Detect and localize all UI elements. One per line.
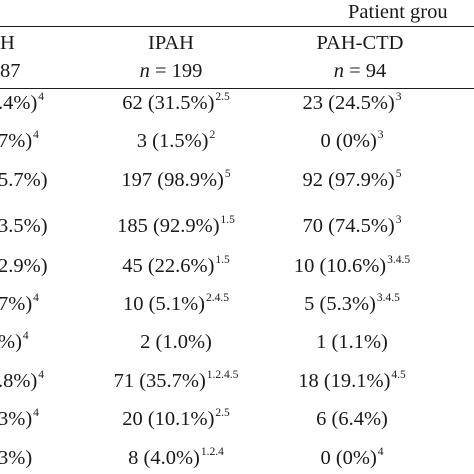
column-n-pah-ctd: n = 94: [333, 60, 387, 82]
significance-superscript: 4.5: [391, 369, 406, 381]
patient-group-header: Patient grou: [348, 1, 448, 23]
significance-superscript: 4: [33, 129, 39, 141]
table-cell: 62 (31.5%)2.5: [122, 91, 230, 114]
significance-superscript: 2.4.5: [205, 292, 229, 304]
significance-superscript: 4: [377, 446, 384, 458]
significance-superscript: 1.5: [220, 214, 235, 226]
significance-superscript: 2.5: [215, 407, 230, 419]
table-cell: 10 (5.1%)2.4.5: [123, 292, 229, 315]
table-cell: 3%)4: [0, 407, 39, 430]
table-cell: 6 (6.4%): [316, 408, 388, 430]
significance-superscript: 1.5: [215, 254, 230, 266]
table-cell: 92 (97.9%)5: [302, 168, 402, 191]
table-cell: 0 (0%)4: [320, 446, 384, 469]
header-bottom-rule: [0, 88, 474, 90]
table-cell: 3.5%): [0, 215, 48, 237]
table-cell: 3 (1.5%)2: [136, 129, 216, 152]
significance-superscript: 4: [33, 407, 39, 419]
significance-superscript: 2: [209, 129, 216, 141]
significance-superscript: 4: [22, 330, 29, 342]
significance-superscript: 1.2.4.5: [206, 369, 239, 381]
significance-superscript: 4: [38, 91, 45, 103]
table-cell: 70 (74.5%)3: [302, 214, 402, 237]
group-header-rule: [0, 26, 474, 28]
significance-superscript: 5: [224, 168, 231, 180]
table-cell: 8 (4.0%)1.2.4: [128, 446, 224, 469]
significance-superscript: 3: [377, 129, 384, 141]
significance-superscript: 4: [33, 292, 39, 304]
column-n-ipah: n = 199: [139, 60, 203, 82]
table-cell: 197 (98.9%)5: [121, 168, 231, 191]
significance-superscript: 3.4.5: [387, 254, 411, 266]
column-header-pah-ctd: PAH-CTD: [316, 32, 404, 54]
significance-superscript: 3: [395, 214, 402, 226]
table-cell: 45 (22.6%)1.5: [122, 254, 230, 277]
significance-superscript: 5: [395, 168, 402, 180]
significance-superscript: 1.2.4: [200, 446, 224, 458]
significance-superscript: 3.4.5: [376, 292, 400, 304]
table-cell: 18 (19.1%)4.5: [298, 369, 406, 392]
table-cell: 2.9%): [0, 255, 48, 277]
table-cell: 10 (10.6%)3.4.5: [293, 254, 411, 277]
table-cell: .4%)4: [0, 91, 45, 114]
table-cell: 20 (10.1%)2.5: [122, 407, 230, 430]
significance-superscript: 4: [38, 369, 45, 381]
table-cell: 5.7%): [0, 169, 48, 191]
column-n-first: 87: [0, 60, 21, 82]
table-cell: 1 (1.1%): [316, 331, 388, 353]
table-cell: 185 (92.9%)1.5: [117, 214, 235, 237]
table-cell: 23 (24.5%)3: [302, 91, 402, 114]
table-cell: 7%)4: [0, 292, 39, 315]
table-cell: .8%)4: [0, 369, 45, 392]
column-header-first: H: [0, 32, 15, 54]
table-cell: %)4: [0, 330, 29, 353]
table-cell: 0 (0%)3: [320, 129, 384, 152]
column-header-ipah: IPAH: [148, 32, 194, 54]
significance-superscript: 2.5: [215, 91, 230, 103]
table-cell: 5 (5.3%)3.4.5: [304, 292, 400, 315]
table-cell: 3%): [0, 447, 33, 469]
significance-superscript: 3: [395, 91, 402, 103]
table-cell: 7%)4: [0, 129, 39, 152]
table-cell: 71 (35.7%)1.2.4.5: [113, 369, 239, 392]
table-cell: 2 (1.0%): [140, 331, 212, 353]
